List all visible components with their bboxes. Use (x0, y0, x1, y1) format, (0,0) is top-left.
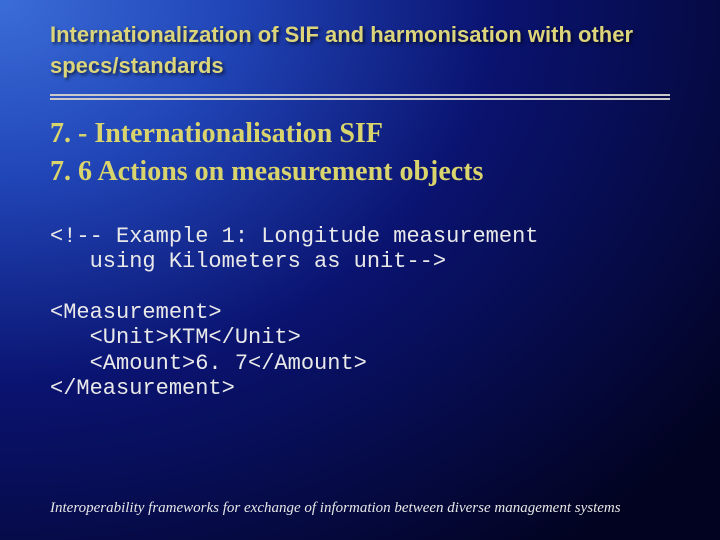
title-divider (50, 94, 670, 100)
slide-footer: Interoperability frameworks for exchange… (50, 499, 670, 519)
section-heading-7: 7. - Internationalisation SIF (50, 118, 670, 150)
code-example-comment: <!-- Example 1: Longitude measurement us… (50, 224, 670, 275)
slide-container: Internationalization of SIF and harmonis… (0, 0, 720, 540)
slide-title: Internationalization of SIF and harmonis… (50, 20, 670, 82)
section-heading-7-6: 7. 6 Actions on measurement objects (50, 156, 670, 188)
code-example-xml: <Measurement> <Unit>KTM</Unit> <Amount>6… (50, 300, 670, 401)
